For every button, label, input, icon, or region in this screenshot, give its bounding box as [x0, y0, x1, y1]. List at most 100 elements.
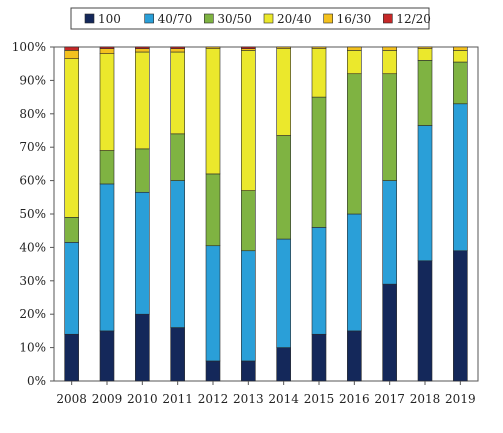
plot-area — [53, 46, 479, 382]
x-tick-label-2017: 2017 — [374, 392, 405, 406]
bar-segment-2018-40-70 — [417, 125, 433, 262]
bar-segment-2011-40-70 — [170, 180, 185, 328]
legend-label-16-30: 16/30 — [337, 12, 372, 26]
x-tick-label-2015: 2015 — [304, 392, 335, 406]
y-tick-label: 70% — [19, 140, 46, 154]
bar-segment-2016-30-50 — [347, 73, 362, 215]
legend-swatch-20-40 — [263, 13, 274, 24]
y-tick-label: 90% — [19, 73, 46, 87]
y-tick-label: 10% — [19, 341, 46, 355]
bar-segment-2008-30-50 — [64, 217, 79, 243]
x-tick-label-2019: 2019 — [445, 392, 476, 406]
y-tick-label: 100% — [12, 40, 46, 54]
bar-segment-2016-100 — [347, 330, 362, 382]
bar-segment-2018-30-50 — [417, 60, 433, 126]
bar-segment-2011-20-40 — [170, 51, 185, 135]
bar-segment-2014-40-70 — [276, 238, 291, 348]
bar-segment-2010-30-50 — [135, 148, 150, 193]
bar-segment-2014-30-50 — [276, 135, 291, 240]
bar-segment-2016-20-40 — [347, 50, 362, 75]
bar-segment-2010-16-30 — [135, 48, 150, 53]
bar-segment-2015-100 — [311, 333, 327, 382]
bar-segment-2013-12-20 — [241, 46, 256, 49]
bar-segment-2017-20-40 — [382, 50, 397, 75]
bar-segment-2009-100 — [99, 330, 115, 382]
legend-label-20-40: 20/40 — [277, 12, 312, 26]
x-tick-label-2012: 2012 — [198, 392, 229, 406]
bar-segment-2015-16-30 — [311, 46, 327, 49]
y-tick-label: 40% — [19, 240, 46, 254]
bar-segment-2008-100 — [64, 333, 79, 382]
legend-swatch-30-50 — [204, 13, 214, 24]
bar-segment-2019-100 — [453, 250, 468, 382]
y-tick-label: 60% — [19, 174, 46, 188]
y-axis: 0% 10% 20% 30% 40% 50% 60% 70% 80% 90% 100% — [12, 40, 54, 388]
bar-segment-2010-20-40 — [135, 51, 150, 150]
bar-segment-2009-12-20 — [99, 46, 115, 49]
y-tick-label: 20% — [19, 307, 46, 321]
bar-segment-2008-40-70 — [64, 242, 79, 335]
bar-segment-2018-16-30 — [417, 46, 433, 49]
legend-swatch-12-20 — [383, 13, 393, 24]
bar-segment-2014-16-30 — [276, 46, 291, 49]
legend-box — [70, 7, 430, 30]
y-tick-label: 50% — [19, 207, 46, 221]
bar-segment-2011-16-30 — [170, 48, 185, 53]
x-axis: 2008 2009 2010 2011 2012 2013 2014 2015 2016 2017… — [56, 381, 476, 406]
bar-segment-2019-40-70 — [453, 103, 468, 252]
bar-segment-2008-16-30 — [64, 50, 79, 59]
bar-segment-2017-40-70 — [382, 180, 397, 285]
bar-segment-2009-40-70 — [99, 183, 115, 332]
bar-segment-2018-20-40 — [417, 48, 433, 61]
y-tick-label: 80% — [19, 107, 46, 121]
bar-segment-2019-30-50 — [453, 61, 468, 105]
y-tick-label: 30% — [19, 274, 46, 288]
bar-segment-2010-12-20 — [135, 46, 150, 49]
bar-segment-2013-40-70 — [241, 250, 256, 362]
bar-segment-2008-12-20 — [64, 46, 79, 51]
bar-segment-2012-16-30 — [205, 46, 221, 49]
legend-label-40-70: 40/70 — [158, 12, 193, 26]
bar-segment-2017-30-50 — [382, 73, 397, 181]
x-tick-label-2013: 2013 — [233, 392, 264, 406]
bar-segment-2016-16-30 — [347, 46, 362, 51]
bar-segment-2019-20-40 — [453, 50, 468, 63]
bar-segment-2015-40-70 — [311, 227, 327, 335]
bar-segment-2010-100 — [135, 313, 150, 382]
legend: 100 40/70 30/50 20/40 16/30 12/20 — [70, 7, 431, 30]
bar-segment-2019-16-30 — [453, 46, 468, 51]
bar-segment-2012-40-70 — [205, 245, 221, 362]
y-tick-label: 0% — [27, 374, 46, 388]
bar-segment-2009-16-30 — [99, 48, 115, 54]
bar-segment-2014-100 — [276, 347, 291, 382]
legend-label-30-50: 30/50 — [217, 12, 252, 26]
bar-segment-2012-100 — [205, 360, 221, 382]
bars — [64, 46, 468, 382]
bar-segment-2013-100 — [241, 360, 256, 382]
bar-segment-2009-20-40 — [99, 53, 115, 151]
legend-label-12-20: 12/20 — [396, 12, 431, 26]
bar-segment-2017-100 — [382, 283, 397, 382]
bar-segment-2011-30-50 — [170, 133, 185, 181]
x-tick-label-2016: 2016 — [339, 392, 370, 406]
legend-swatch-40-70 — [144, 13, 154, 24]
bar-segment-2015-20-40 — [311, 48, 327, 98]
x-tick-label-2011: 2011 — [162, 392, 193, 406]
legend-swatch-16-30 — [323, 13, 333, 24]
x-tick-label-2014: 2014 — [268, 392, 299, 406]
bar-segment-2010-40-70 — [135, 191, 150, 315]
bar-segment-2013-20-40 — [241, 50, 256, 191]
bar-segment-2009-30-50 — [99, 150, 115, 185]
legend-swatch-100 — [84, 13, 95, 24]
bar-segment-2016-40-70 — [347, 213, 362, 332]
bar-segment-2013-30-50 — [241, 190, 256, 252]
x-tick-label-2010: 2010 — [127, 392, 158, 406]
bar-segment-2015-30-50 — [311, 96, 327, 228]
x-tick-label-2008: 2008 — [56, 392, 87, 406]
bar-segment-2012-30-50 — [205, 173, 221, 247]
x-tick-label-2009: 2009 — [92, 392, 123, 406]
bar-segment-2018-100 — [417, 260, 433, 382]
x-tick-label-2018: 2018 — [410, 392, 441, 406]
